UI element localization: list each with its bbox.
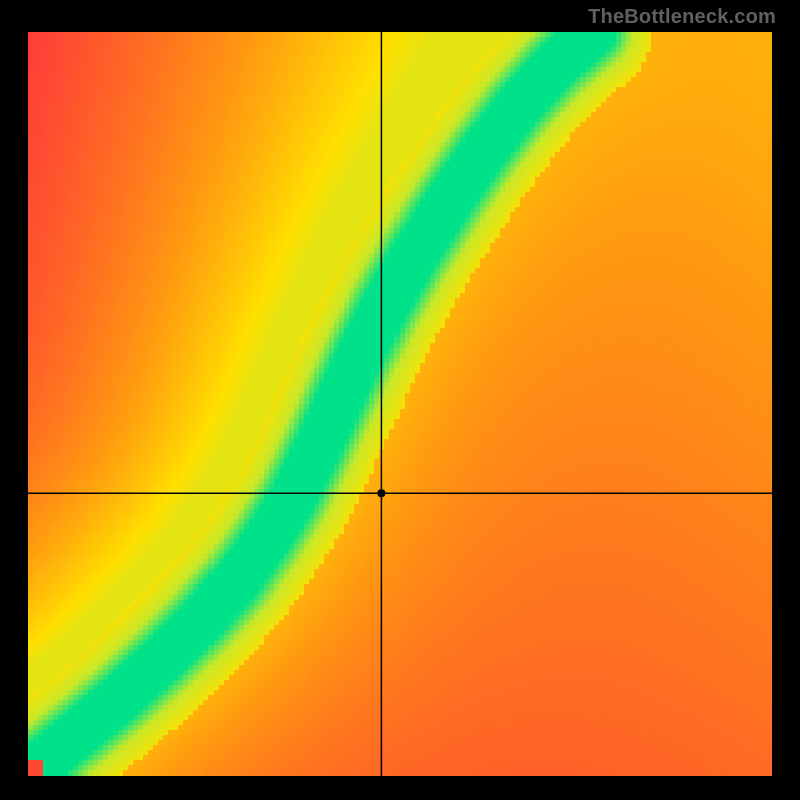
chart-container: { "watermark": "TheBottleneck.com", "cha…	[0, 0, 800, 800]
heatmap-canvas	[28, 32, 772, 776]
heatmap-plot	[28, 32, 772, 776]
watermark-text: TheBottleneck.com	[588, 6, 776, 29]
